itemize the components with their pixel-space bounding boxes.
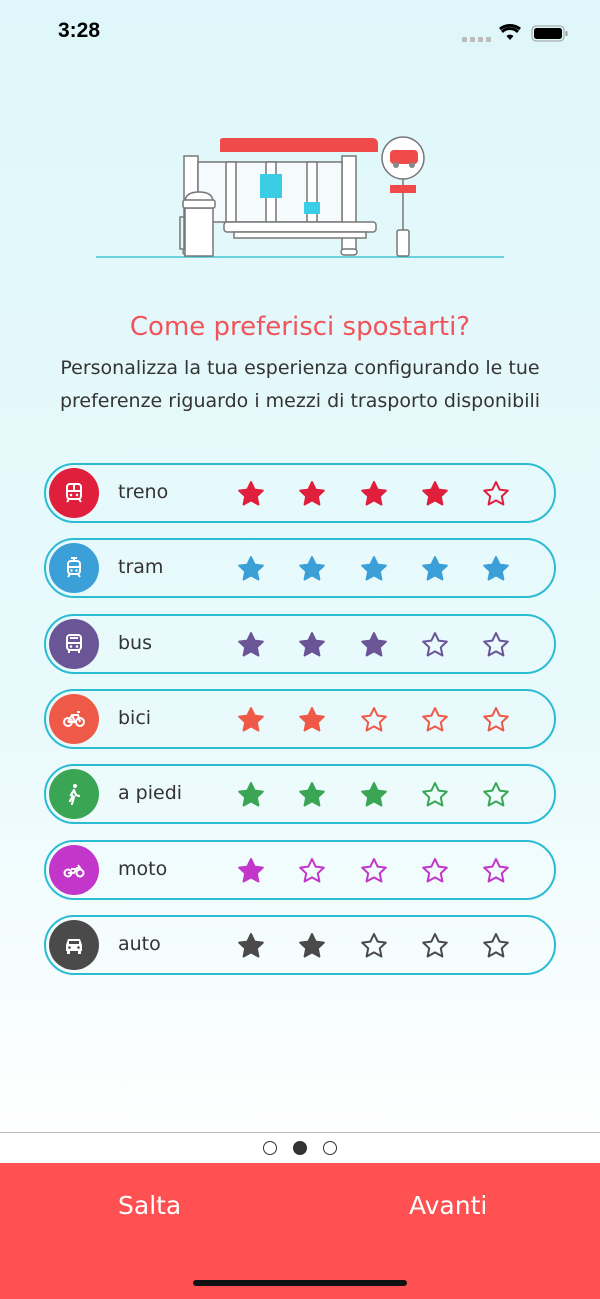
star-empty-icon[interactable] [482,857,510,885]
transport-label: tram [118,556,164,579]
star-empty-icon[interactable] [482,932,510,960]
transport-label: auto [118,932,161,955]
star-filled-icon[interactable] [298,631,326,659]
star-filled-icon[interactable] [360,480,388,508]
next-button[interactable]: Avanti [409,1191,488,1220]
star-empty-icon[interactable] [421,857,449,885]
transport-label: moto [118,857,168,880]
star-empty-icon[interactable] [421,781,449,809]
star-empty-icon[interactable] [482,781,510,809]
star-filled-icon[interactable] [237,857,265,885]
star-filled-icon[interactable] [237,781,265,809]
star-filled-icon[interactable] [298,932,326,960]
bus-stop-illustration [96,136,504,258]
star-filled-icon[interactable] [298,555,326,583]
transport-label: treno [118,481,169,503]
star-empty-icon[interactable] [482,706,510,734]
transport-row-bus: bus [44,613,556,674]
car-icon [49,919,99,970]
page-indicator[interactable] [0,1141,600,1155]
battery-icon [531,25,568,42]
star-filled-icon[interactable] [237,480,265,508]
star-filled-icon[interactable] [237,631,265,659]
star-filled-icon[interactable] [298,706,326,734]
star-empty-icon[interactable] [482,480,510,508]
bus-icon [49,618,99,669]
star-empty-icon[interactable] [360,706,388,734]
home-indicator [193,1280,407,1286]
transport-row-moto: moto [44,839,556,900]
divider [0,1132,600,1133]
star-filled-icon[interactable] [482,555,510,583]
star-empty-icon[interactable] [421,706,449,734]
star-empty-icon[interactable] [360,857,388,885]
skip-button[interactable]: Salta [118,1191,182,1220]
star-filled-icon[interactable] [360,555,388,583]
transport-row-auto: auto [44,914,556,975]
wifi-icon [499,24,521,40]
tram-icon [49,543,99,594]
star-filled-icon[interactable] [421,480,449,508]
transport-row-tram: tram [44,538,556,599]
star-filled-icon[interactable] [237,706,265,734]
signal-icon [462,37,491,42]
walking-icon [49,769,99,820]
motorcycle-icon [49,844,99,895]
page-subtitle: Personalizza la tua esperienza configura… [0,352,600,418]
page-title: Come preferisci spostarti? [129,312,471,342]
star-filled-icon[interactable] [237,932,265,960]
status-bar: 3:28 [0,0,600,66]
star-empty-icon[interactable] [421,932,449,960]
star-filled-icon[interactable] [360,781,388,809]
transport-label: a piedi [118,782,183,805]
star-filled-icon[interactable] [298,781,326,809]
star-filled-icon[interactable] [237,555,265,583]
star-filled-icon[interactable] [360,631,388,659]
transport-label: bus [118,631,153,654]
star-empty-icon[interactable] [482,631,510,659]
star-filled-icon[interactable] [298,480,326,508]
page-dot[interactable] [263,1141,277,1155]
transport-row-treno: treno [44,463,556,523]
page-dot[interactable] [323,1141,337,1155]
star-filled-icon[interactable] [421,555,449,583]
transport-row-a-piedi: a piedi [44,764,556,825]
clock: 3:28 [58,19,101,42]
transport-row-bici: bici [44,688,556,749]
page-dot[interactable] [293,1141,307,1155]
train-icon [49,468,99,518]
star-empty-icon[interactable] [421,631,449,659]
subtitle-line: preferenze riguardo i mezzi di trasporto… [59,390,541,412]
bicycle-icon [49,693,99,744]
subtitle-line: Personalizza la tua esperienza configura… [60,357,540,379]
footer-bar: Salta Avanti [0,1163,600,1299]
star-empty-icon[interactable] [298,857,326,885]
transport-label: bici [118,706,152,729]
star-empty-icon[interactable] [360,932,388,960]
